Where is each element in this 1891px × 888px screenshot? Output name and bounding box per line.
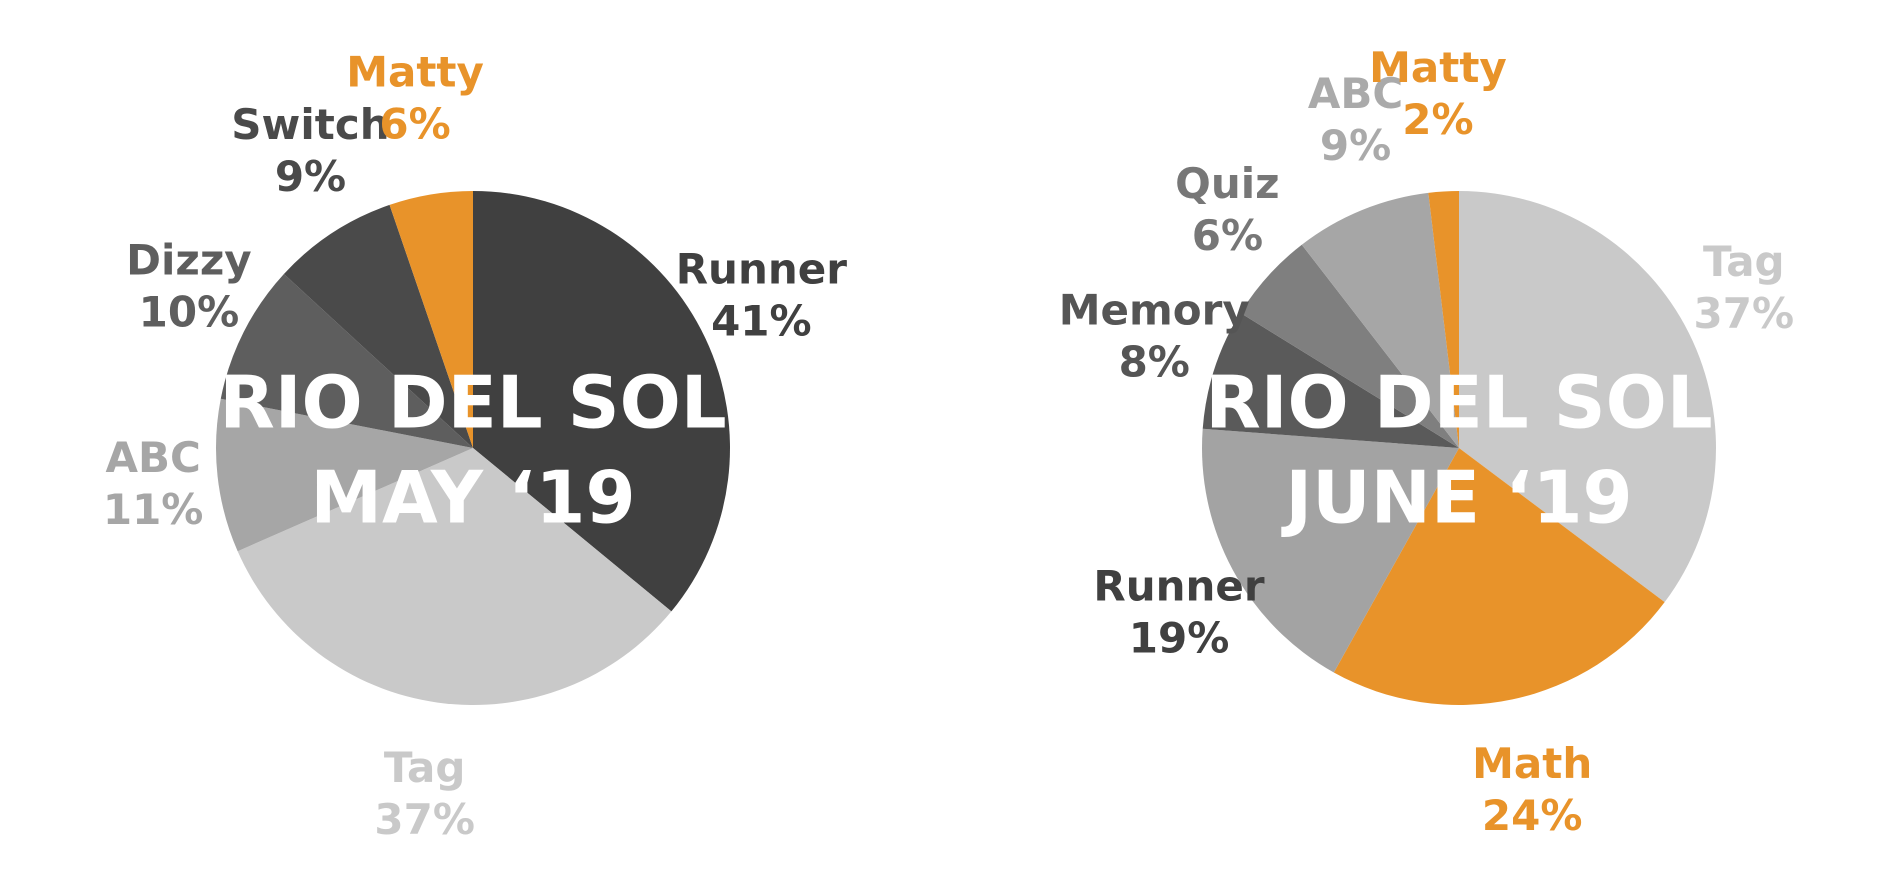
slice-label: Quiz <box>1175 159 1279 208</box>
pie-title: RIO DEL SOL <box>219 361 726 445</box>
slice-value-label: 37% <box>1694 289 1795 338</box>
slice-value-label: 9% <box>275 152 346 201</box>
slice-label: Memory <box>1059 286 1250 335</box>
slice-value-label: 24% <box>1482 791 1583 840</box>
pie-title: RIO DEL SOL <box>1205 361 1712 445</box>
slice-label: Switch <box>231 100 389 149</box>
pie-slice <box>1428 191 1459 448</box>
slice-value-label: 2% <box>1402 95 1473 144</box>
slice-label: Runner <box>676 244 848 293</box>
slice-label: Matty <box>346 47 484 96</box>
slice-label: ABC <box>1308 69 1403 118</box>
slice-value-label: 6% <box>1192 211 1263 260</box>
slice-label: Math <box>1472 739 1592 788</box>
pie-slice <box>1201 428 1459 673</box>
pie-slice <box>1202 312 1459 448</box>
slice-label: Runner <box>1093 561 1265 610</box>
slice-label: Matty <box>1369 43 1507 92</box>
pie-slice <box>1333 448 1665 705</box>
pie <box>216 191 730 705</box>
pie-slice <box>1240 244 1459 448</box>
slice-value-label: 19% <box>1129 613 1230 662</box>
pie-slice <box>473 191 730 612</box>
slice-value-label: 37% <box>374 795 475 844</box>
pie-slice <box>216 398 473 552</box>
slice-label: ABC <box>105 433 200 482</box>
slice-value-label: 41% <box>711 296 812 345</box>
slice-label: Tag <box>384 743 466 792</box>
pie-slice <box>1459 191 1716 603</box>
pie-slice <box>283 204 473 448</box>
pie-slice <box>220 273 473 448</box>
pie-slice <box>237 448 672 705</box>
pie-slice <box>1301 192 1459 448</box>
slice-value-label: 8% <box>1119 338 1190 387</box>
slice-value-label: 6% <box>379 99 450 148</box>
slice-value-label: 9% <box>1320 121 1391 170</box>
pie-title: MAY ‘19 <box>310 456 635 540</box>
pie-slice <box>389 191 473 448</box>
slice-label: Dizzy <box>126 236 252 285</box>
pie <box>1201 191 1716 705</box>
pie-title: JUNE ‘19 <box>1280 456 1632 540</box>
slice-label: Tag <box>1703 237 1785 286</box>
slice-value-label: 11% <box>103 485 204 534</box>
slice-value-label: 10% <box>139 288 240 337</box>
